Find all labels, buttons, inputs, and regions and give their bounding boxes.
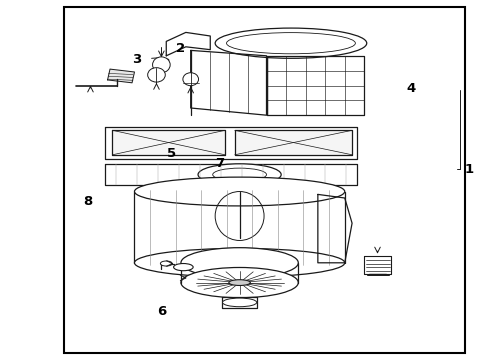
Polygon shape (222, 297, 256, 308)
Ellipse shape (147, 68, 165, 82)
Polygon shape (234, 130, 351, 155)
Ellipse shape (228, 280, 250, 285)
Text: 3: 3 (132, 53, 141, 66)
Polygon shape (151, 58, 168, 72)
Ellipse shape (134, 248, 344, 277)
Polygon shape (364, 256, 390, 274)
Ellipse shape (134, 177, 344, 206)
Ellipse shape (160, 261, 172, 266)
Text: 8: 8 (83, 195, 92, 208)
Ellipse shape (152, 57, 170, 73)
Bar (63, 7, 464, 353)
Ellipse shape (222, 298, 256, 307)
Text: 6: 6 (157, 305, 165, 318)
Ellipse shape (181, 267, 298, 298)
Ellipse shape (183, 73, 198, 86)
Polygon shape (107, 69, 134, 83)
Ellipse shape (198, 164, 281, 185)
Ellipse shape (226, 33, 355, 54)
Ellipse shape (173, 264, 193, 271)
Ellipse shape (181, 248, 298, 278)
Text: 4: 4 (406, 82, 414, 95)
Polygon shape (317, 194, 351, 263)
Polygon shape (166, 32, 210, 56)
Polygon shape (105, 164, 356, 185)
Text: 2: 2 (176, 42, 185, 55)
Polygon shape (112, 130, 224, 155)
Text: 7: 7 (215, 157, 224, 170)
Polygon shape (190, 50, 266, 115)
Text: 1: 1 (464, 163, 473, 176)
Text: 5: 5 (166, 147, 175, 159)
Ellipse shape (215, 28, 366, 58)
Polygon shape (266, 56, 364, 115)
Ellipse shape (212, 168, 266, 181)
